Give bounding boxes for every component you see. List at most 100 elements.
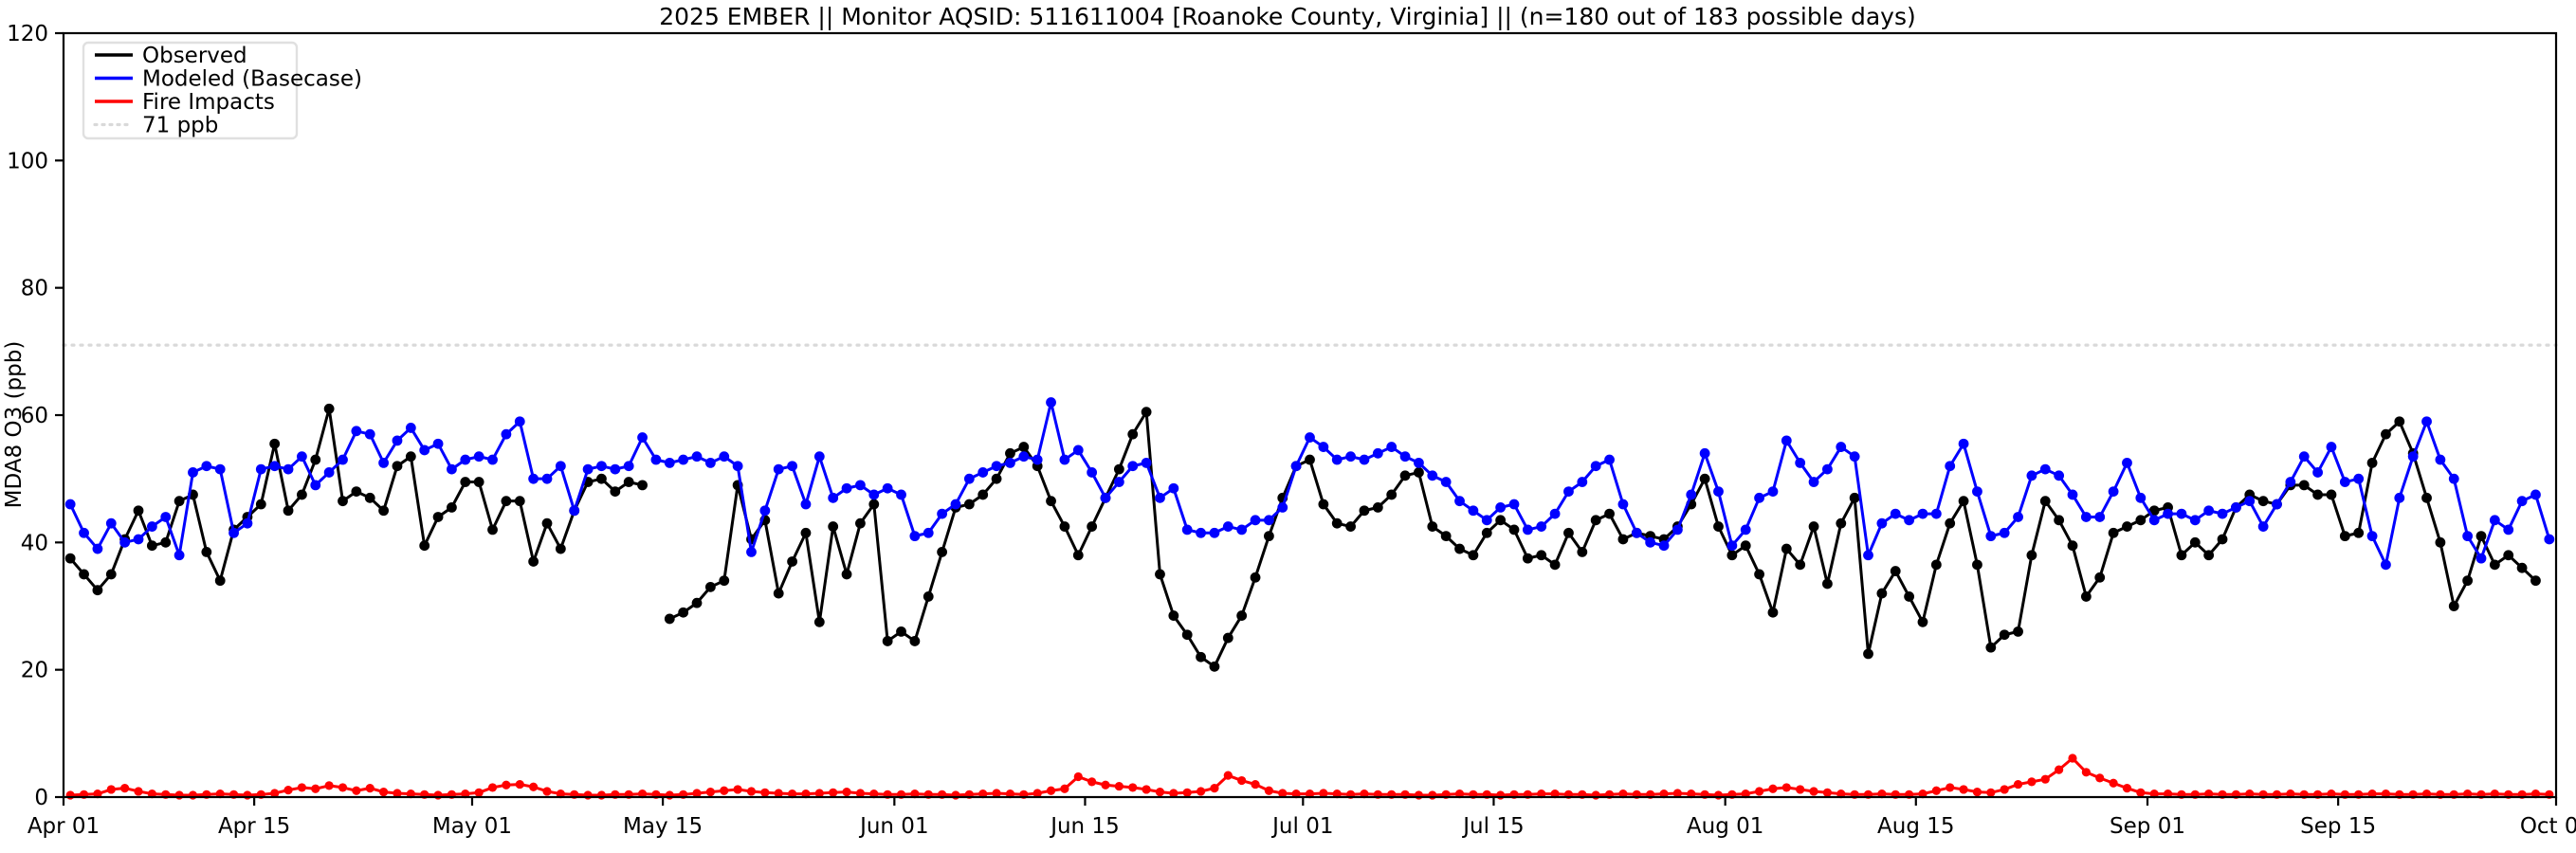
y-tick-label: 80 [21,277,48,301]
data-point [596,790,607,800]
data-point [133,505,144,517]
data-point [214,463,226,475]
data-point [1196,787,1206,796]
data-point [1072,445,1084,456]
data-point [502,780,511,789]
data-point [773,588,784,599]
data-point [829,788,838,797]
data-point [364,428,375,440]
data-point [243,790,252,800]
data-point [1250,572,1261,583]
data-point [1290,461,1302,472]
data-point [1305,432,1315,443]
data-point [473,451,484,463]
data-point [1223,771,1233,780]
data-point [1331,517,1343,529]
data-point [2326,489,2337,500]
data-point [378,505,389,517]
x-tick-label: Oct 01 [2520,814,2576,839]
data-point [1005,447,1015,459]
data-point [1604,454,1615,465]
data-point [2381,428,2391,440]
data-point [1645,536,1656,548]
data-point [1946,783,1955,792]
data-point [2312,467,2323,478]
data-point [1073,771,1083,782]
data-point [650,454,662,465]
x-tick-label: May 01 [432,814,512,839]
data-point [800,527,812,538]
data-point [1863,550,1873,561]
data-point [2081,768,2091,777]
data-point [1768,784,1778,793]
data-point [2094,572,2106,583]
data-point [514,496,525,507]
data-point [2285,477,2296,487]
data-point [705,788,715,797]
data-point [269,438,281,449]
data-point [1699,447,1710,459]
data-point [1726,540,1738,552]
x-tick-label: May 15 [623,814,703,839]
data-point [269,461,281,472]
data-point [1795,457,1806,468]
data-point [1849,451,1860,463]
data-point [732,461,743,472]
data-point [2312,489,2323,500]
data-point [1087,521,1098,532]
data-point [813,616,825,627]
data-point [760,788,770,797]
data-point [92,585,103,596]
data-point [814,789,824,798]
data-point [1305,454,1315,465]
data-point [1536,550,1547,561]
legend-background [82,41,299,140]
data-point [623,461,634,472]
data-point [2026,550,2037,561]
data-point [1141,407,1152,418]
data-point [1740,524,1751,535]
data-point [1808,477,1819,487]
data-point [1114,781,1124,791]
data-point [1930,508,1942,519]
data-point [2516,496,2528,507]
data-point [1958,496,1969,507]
x-tick-label: Jul 15 [1461,814,1524,839]
data-point [813,451,825,463]
data-point [134,787,143,796]
data-point [1427,470,1438,481]
data-point [1454,543,1465,554]
data-point [1809,787,1818,796]
data-point [555,543,566,554]
data-point [1196,651,1206,662]
data-point [1549,559,1561,571]
data-point [2055,765,2064,774]
data-point [1672,524,1683,535]
data-point [2000,785,2009,794]
y-tick-label: 60 [21,404,48,428]
data-point [2353,473,2365,484]
data-point [1726,550,1738,561]
data-point [637,432,648,443]
data-point [1591,790,1600,800]
data-point [2244,496,2256,507]
data-point [92,543,103,554]
data-point [1631,527,1642,538]
data-point [1414,467,1424,478]
data-point [733,785,742,794]
data-point [2203,505,2215,517]
data-point [582,463,594,475]
data-point [255,499,266,510]
data-point [1209,527,1220,538]
x-tick-label: Jun 15 [1049,814,1120,839]
data-point [1113,463,1124,475]
data-point [1155,492,1165,503]
data-point [474,788,484,797]
data-point [1563,527,1574,538]
data-point [1427,521,1438,532]
data-point [160,536,172,548]
data-point [1155,788,1165,797]
y-tick-label: 20 [21,659,48,683]
